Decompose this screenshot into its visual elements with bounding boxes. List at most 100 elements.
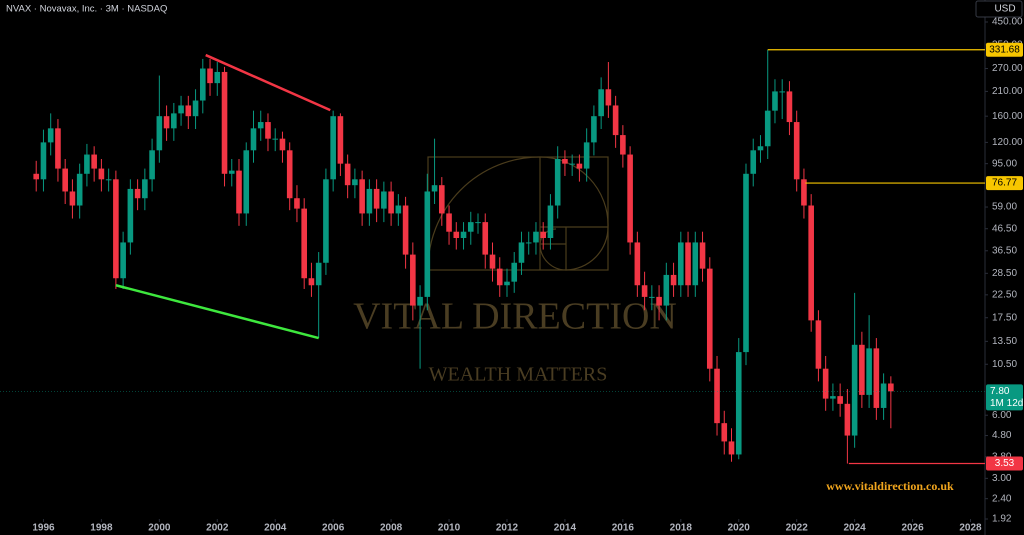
candle-body <box>171 113 177 129</box>
x-tick-label: 2026 <box>901 523 924 534</box>
candle-body <box>482 222 489 255</box>
y-tick-label: 6.00 <box>992 410 1012 421</box>
currency[interactable]: USD <box>994 4 1015 15</box>
level-label: 331.68 <box>989 44 1020 55</box>
y-tick-label: 4.80 <box>992 430 1012 441</box>
candle-body <box>793 122 800 180</box>
candle-body <box>656 296 662 306</box>
candle-body <box>728 441 735 455</box>
candle-body <box>866 348 872 395</box>
candle-body <box>294 198 300 209</box>
candle-body <box>308 278 315 286</box>
candle-body <box>207 68 213 84</box>
y-tick-label: 46.50 <box>992 223 1017 234</box>
level-label: 76.77 <box>992 178 1017 189</box>
candle-body <box>649 296 655 298</box>
candle-body <box>91 154 97 169</box>
candle-body <box>888 383 894 392</box>
candle-body <box>692 242 699 286</box>
candle-body <box>431 185 438 192</box>
website: www.vitaldirection.co.uk <box>826 479 954 493</box>
candle-body <box>750 150 757 174</box>
x-tick-label: 2008 <box>380 523 403 534</box>
candle-body <box>830 396 836 399</box>
candle-body <box>47 128 54 143</box>
y-tick-label: 450.00 <box>992 17 1023 28</box>
candle-body <box>801 179 807 206</box>
y-tick-label: 59.00 <box>992 202 1017 213</box>
x-tick-label: 2002 <box>206 523 229 534</box>
candle-body <box>344 163 351 186</box>
candle-body <box>127 188 134 243</box>
candle-body <box>315 262 322 286</box>
x-tick-label: 1996 <box>32 523 55 534</box>
y-tick-label: 120.00 <box>992 137 1023 148</box>
x-tick-label: 2000 <box>148 523 171 534</box>
x-tick-label: 2012 <box>496 523 519 534</box>
candle-body <box>410 254 416 306</box>
candle-body <box>453 231 460 238</box>
candle-body <box>134 188 141 199</box>
candle-body <box>547 205 554 238</box>
candle-body <box>373 188 380 209</box>
candle-body <box>250 128 257 151</box>
candle-body <box>605 89 612 106</box>
candle-body <box>837 396 843 404</box>
candle-body <box>330 116 336 180</box>
y-tick-label: 3.00 <box>992 473 1012 484</box>
candle-body <box>504 281 510 286</box>
y-tick-label: 2.40 <box>992 493 1012 504</box>
candle-body <box>272 138 279 140</box>
candle-body <box>569 163 575 165</box>
y-tick-label: 28.50 <box>992 268 1017 279</box>
y-tick-label: 10.50 <box>992 359 1017 370</box>
level-label: 3.53 <box>995 458 1015 469</box>
candle-body <box>98 168 105 180</box>
candle-body <box>156 116 163 151</box>
candle-body <box>620 135 626 155</box>
candle-body <box>395 205 402 214</box>
candle-body <box>192 100 199 117</box>
candle-body <box>55 128 61 169</box>
candle-body <box>178 105 184 114</box>
candle-body <box>678 242 684 286</box>
trend-line <box>205 53 331 112</box>
candle-body <box>236 170 242 214</box>
candle-body <box>583 142 590 169</box>
candle-body <box>76 173 83 206</box>
x-tick-label: 2018 <box>670 523 693 534</box>
candle-body <box>844 403 851 436</box>
chart-title: NVAX · Novavax, Inc. · 3M · NASDAQ <box>6 4 167 15</box>
level-label-box <box>986 456 1023 471</box>
candle-body <box>706 268 713 369</box>
currency-box[interactable] <box>975 0 1023 18</box>
y-tick-label: 160.00 <box>992 111 1023 122</box>
candle-body <box>301 208 307 279</box>
last-price-label: 7.80 <box>990 386 1010 397</box>
candle-body <box>402 205 409 255</box>
candle-body <box>714 368 720 424</box>
candle-body <box>359 179 365 214</box>
candle-body <box>591 116 597 143</box>
x-tick-label: 2006 <box>322 523 345 534</box>
watermark-subtitle: WEALTH MATTERS <box>429 364 608 386</box>
x-tick-label: 2028 <box>959 523 982 534</box>
candle-body <box>199 68 206 101</box>
candle-body <box>388 191 394 214</box>
candle-body <box>518 242 525 263</box>
candle-body <box>496 268 503 286</box>
y-tick-label: 210.00 <box>992 86 1023 97</box>
candles <box>33 49 894 464</box>
candle-body <box>562 158 568 164</box>
candle-body <box>113 179 119 279</box>
candle-body <box>105 179 112 181</box>
candle-body <box>533 231 539 243</box>
candle-body <box>743 173 749 353</box>
candle-body <box>62 168 68 192</box>
candle-body <box>859 344 865 395</box>
candle-body <box>323 179 329 263</box>
candle-body <box>786 91 793 123</box>
y-tick-label: 13.50 <box>992 336 1017 347</box>
x-tick-label: 2020 <box>728 523 751 534</box>
